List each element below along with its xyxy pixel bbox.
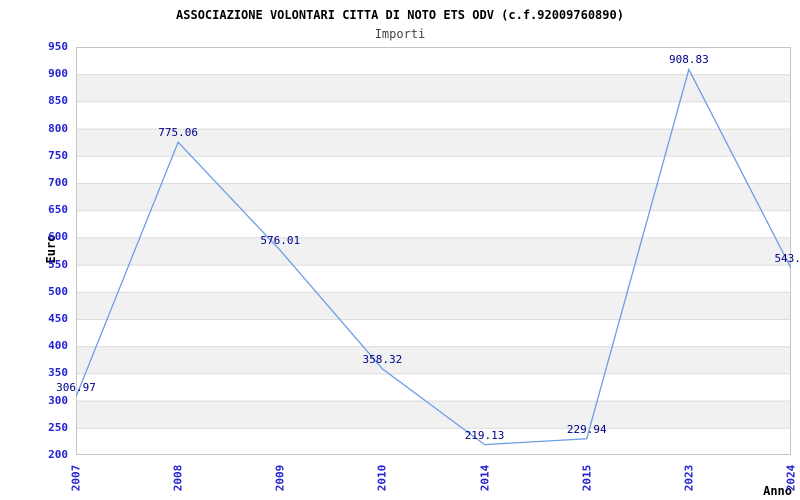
value-label: 543.4: [774, 252, 800, 266]
y-tick-label: 250: [48, 420, 68, 434]
y-tick-label: 300: [48, 393, 68, 407]
value-label: 908.83: [668, 53, 709, 67]
x-tick-label: 2009: [273, 464, 287, 492]
x-tick-label: 2014: [478, 464, 492, 492]
y-tick-label: 700: [48, 176, 68, 189]
x-tick-label: 2015: [580, 464, 594, 492]
y-tick-label: 850: [48, 94, 68, 108]
y-tick-label: 500: [48, 284, 68, 298]
plot-border: [76, 47, 791, 455]
y-tick-label: 350: [48, 366, 68, 380]
y-tick-label: 400: [48, 339, 68, 353]
chart-title: ASSOCIAZIONE VOLONTARI CITTA DI NOTO ETS…: [176, 8, 624, 22]
x-axis-title: Anno: [763, 484, 792, 498]
y-tick-label: 950: [48, 40, 68, 53]
value-label: 219.13: [464, 428, 505, 442]
background-band: [76, 400, 791, 428]
chart-subtitle: Importi: [374, 27, 426, 41]
data-line: [76, 67, 791, 446]
background-band: [76, 346, 791, 374]
plot-area: [76, 47, 791, 455]
value-label: 358.32: [362, 352, 403, 366]
y-tick-label: 600: [48, 230, 68, 244]
y-tick-label: 800: [48, 121, 68, 135]
y-tick-label: 550: [48, 257, 68, 271]
value-label: 576.01: [260, 234, 301, 248]
y-tick-label: 750: [48, 148, 68, 162]
background-band: [76, 291, 791, 319]
y-tick-label: 900: [48, 67, 68, 81]
y-tick-label: 200: [48, 448, 68, 461]
background-band: [76, 237, 791, 265]
y-tick-label: 650: [48, 203, 68, 217]
value-label: 775.06: [158, 126, 199, 140]
y-tick-label: 450: [48, 312, 68, 325]
x-tick-label: 2023: [682, 464, 696, 492]
x-tick-label: 2008: [171, 464, 185, 492]
plot-svg: [76, 47, 791, 455]
value-label: 306.97: [56, 380, 96, 394]
background-band: [76, 183, 791, 211]
x-tick-label: 2007: [69, 464, 83, 492]
value-label: 229.94: [566, 422, 607, 436]
x-tick-label: 2024: [784, 464, 798, 492]
background-band: [76, 74, 791, 102]
x-tick-label: 2010: [375, 464, 389, 492]
